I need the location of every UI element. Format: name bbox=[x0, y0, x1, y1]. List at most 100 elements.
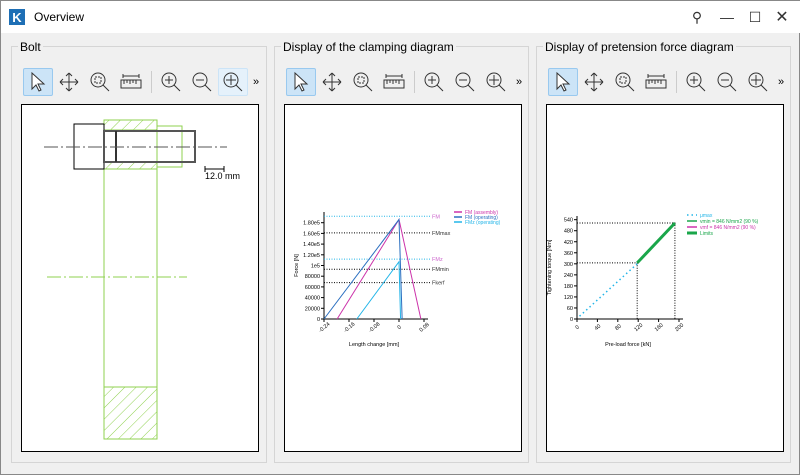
x-tick-label: 160 bbox=[654, 323, 665, 334]
measure-button[interactable] bbox=[379, 68, 409, 96]
clamping-chart: 0 20000 40000 60000 80000 1e5 1.20e5 1.40e5 1.60… bbox=[294, 210, 501, 348]
pan-icon bbox=[584, 72, 604, 92]
y-tick-label: 1.60e5 bbox=[303, 231, 320, 237]
y-tick-label: 40000 bbox=[305, 296, 320, 302]
legend-label: FMz (operating) bbox=[465, 220, 501, 226]
zoom-out-icon bbox=[717, 72, 737, 92]
zoom-window-button[interactable] bbox=[348, 68, 378, 96]
clamping-panel: Display of the clamping diagram » 0 20000… bbox=[274, 40, 529, 463]
zoom-fit-icon bbox=[223, 72, 243, 92]
zoom-fit-icon bbox=[486, 72, 506, 92]
y-tick-label: 480 bbox=[564, 229, 573, 235]
zoom-window-button[interactable] bbox=[610, 68, 640, 96]
y-axis-label: Force [N] bbox=[294, 254, 300, 277]
pretension-canvas[interactable]: 0 60 120 180 240 300 360 420 480 540 0 40 80 120 160 20… bbox=[546, 104, 784, 452]
legend-label: μmax bbox=[700, 213, 713, 219]
legend-label: FM (operating) bbox=[465, 215, 498, 221]
window-title: Overview bbox=[34, 10, 85, 24]
series-line bbox=[323, 218, 403, 320]
panel-title: Bolt bbox=[18, 40, 43, 54]
pointer-button[interactable] bbox=[286, 68, 316, 96]
zoom-out-icon bbox=[455, 72, 475, 92]
zoom-in-button[interactable] bbox=[156, 68, 186, 96]
zoom-out-button[interactable] bbox=[712, 68, 742, 96]
legend-label: FM (assembly) bbox=[465, 210, 498, 216]
zoom-out-icon bbox=[192, 72, 212, 92]
y-tick-label: 60 bbox=[567, 306, 573, 312]
reference-label: Fkerf bbox=[432, 281, 445, 287]
series-line bbox=[636, 221, 677, 264]
minimize-button[interactable]: — bbox=[720, 9, 734, 25]
more-tools-button[interactable]: » bbox=[516, 76, 523, 88]
x-tick-label: -0.08 bbox=[368, 321, 381, 334]
x-tick-label: 80 bbox=[614, 323, 623, 332]
y-tick-label: 240 bbox=[564, 273, 573, 279]
y-tick-label: 540 bbox=[564, 218, 573, 224]
pointer-button[interactable] bbox=[23, 68, 53, 96]
toolbar-separator bbox=[151, 71, 152, 93]
pretension-chart: 0 60 120 180 240 300 360 420 480 540 0 40 80 120 160 20… bbox=[547, 213, 759, 348]
toolbar: » bbox=[286, 67, 522, 97]
x-tick-label: 120 bbox=[633, 323, 644, 334]
zoom-window-icon bbox=[90, 72, 110, 92]
maximize-button[interactable]: ☐ bbox=[748, 8, 762, 25]
pin-icon[interactable]: ⚲ bbox=[691, 8, 703, 25]
y-tick-label: 0 bbox=[570, 317, 573, 323]
clamping-canvas[interactable]: 0 20000 40000 60000 80000 1e5 1.20e5 1.40e5 1.60… bbox=[284, 104, 522, 452]
x-tick-label: -0.16 bbox=[343, 321, 356, 334]
zoom-in-button[interactable] bbox=[419, 68, 449, 96]
bolt-canvas[interactable]: 12.0 mm bbox=[21, 104, 259, 452]
measure-icon bbox=[120, 74, 142, 89]
y-tick-label: 300 bbox=[564, 262, 573, 268]
y-tick-label: 80000 bbox=[305, 274, 320, 280]
hatch-section bbox=[103, 386, 158, 440]
legend-label: vmf = 846 N/mm2 (90 %) bbox=[700, 225, 756, 231]
scale-label: 12.0 mm bbox=[205, 171, 240, 181]
measure-button[interactable] bbox=[641, 68, 671, 96]
y-tick-label: 60000 bbox=[305, 285, 320, 291]
reference-label: FM bbox=[432, 214, 440, 220]
title-bar: K Overview ⚲ — ☐ ✕ bbox=[1, 1, 800, 33]
bolt-panel: Bolt » 12.0 mm bbox=[11, 40, 267, 463]
pointer-icon bbox=[294, 71, 309, 92]
zoom-in-icon bbox=[686, 72, 706, 92]
y-tick-label: 360 bbox=[564, 251, 573, 257]
y-tick-label: 0 bbox=[317, 317, 320, 323]
zoom-window-icon bbox=[615, 72, 635, 92]
more-tools-button[interactable]: » bbox=[778, 76, 785, 88]
y-tick-label: 120 bbox=[564, 295, 573, 301]
toolbar-separator bbox=[414, 71, 415, 93]
pointer-icon bbox=[556, 71, 571, 92]
pointer-button[interactable] bbox=[548, 68, 578, 96]
zoom-in-button[interactable] bbox=[681, 68, 711, 96]
zoom-fit-button[interactable] bbox=[481, 68, 511, 96]
zoom-fit-button[interactable] bbox=[218, 68, 248, 96]
pan-icon bbox=[59, 72, 79, 92]
x-tick-label: 200 bbox=[674, 323, 685, 334]
series-line bbox=[579, 263, 638, 317]
measure-icon bbox=[645, 74, 667, 89]
zoom-fit-button[interactable] bbox=[743, 68, 773, 96]
zoom-out-button[interactable] bbox=[450, 68, 480, 96]
x-tick-label: 0.08 bbox=[419, 322, 431, 333]
zoom-window-button[interactable] bbox=[85, 68, 115, 96]
close-button[interactable]: ✕ bbox=[775, 9, 789, 26]
x-tick-label: -0.24 bbox=[318, 321, 331, 334]
reference-label: FMz bbox=[432, 257, 443, 263]
measure-button[interactable] bbox=[116, 68, 146, 96]
toolbar: » bbox=[548, 67, 784, 97]
y-tick-label: 1.80e5 bbox=[303, 221, 320, 227]
more-tools-button[interactable]: » bbox=[253, 76, 260, 88]
y-tick-label: 180 bbox=[564, 284, 573, 290]
pan-button[interactable] bbox=[579, 68, 609, 96]
zoom-in-icon bbox=[424, 72, 444, 92]
zoom-out-button[interactable] bbox=[187, 68, 217, 96]
pan-button[interactable] bbox=[54, 68, 84, 96]
series-line bbox=[356, 260, 402, 320]
pan-button[interactable] bbox=[317, 68, 347, 96]
x-axis-label: Pre-load force [kN] bbox=[605, 342, 651, 348]
reference-label: FMmax bbox=[432, 231, 451, 237]
x-axis-label: Length change [mm] bbox=[349, 342, 400, 348]
x-tick-label: 40 bbox=[594, 323, 603, 332]
panel-title: Display of pretension force diagram bbox=[543, 40, 736, 54]
